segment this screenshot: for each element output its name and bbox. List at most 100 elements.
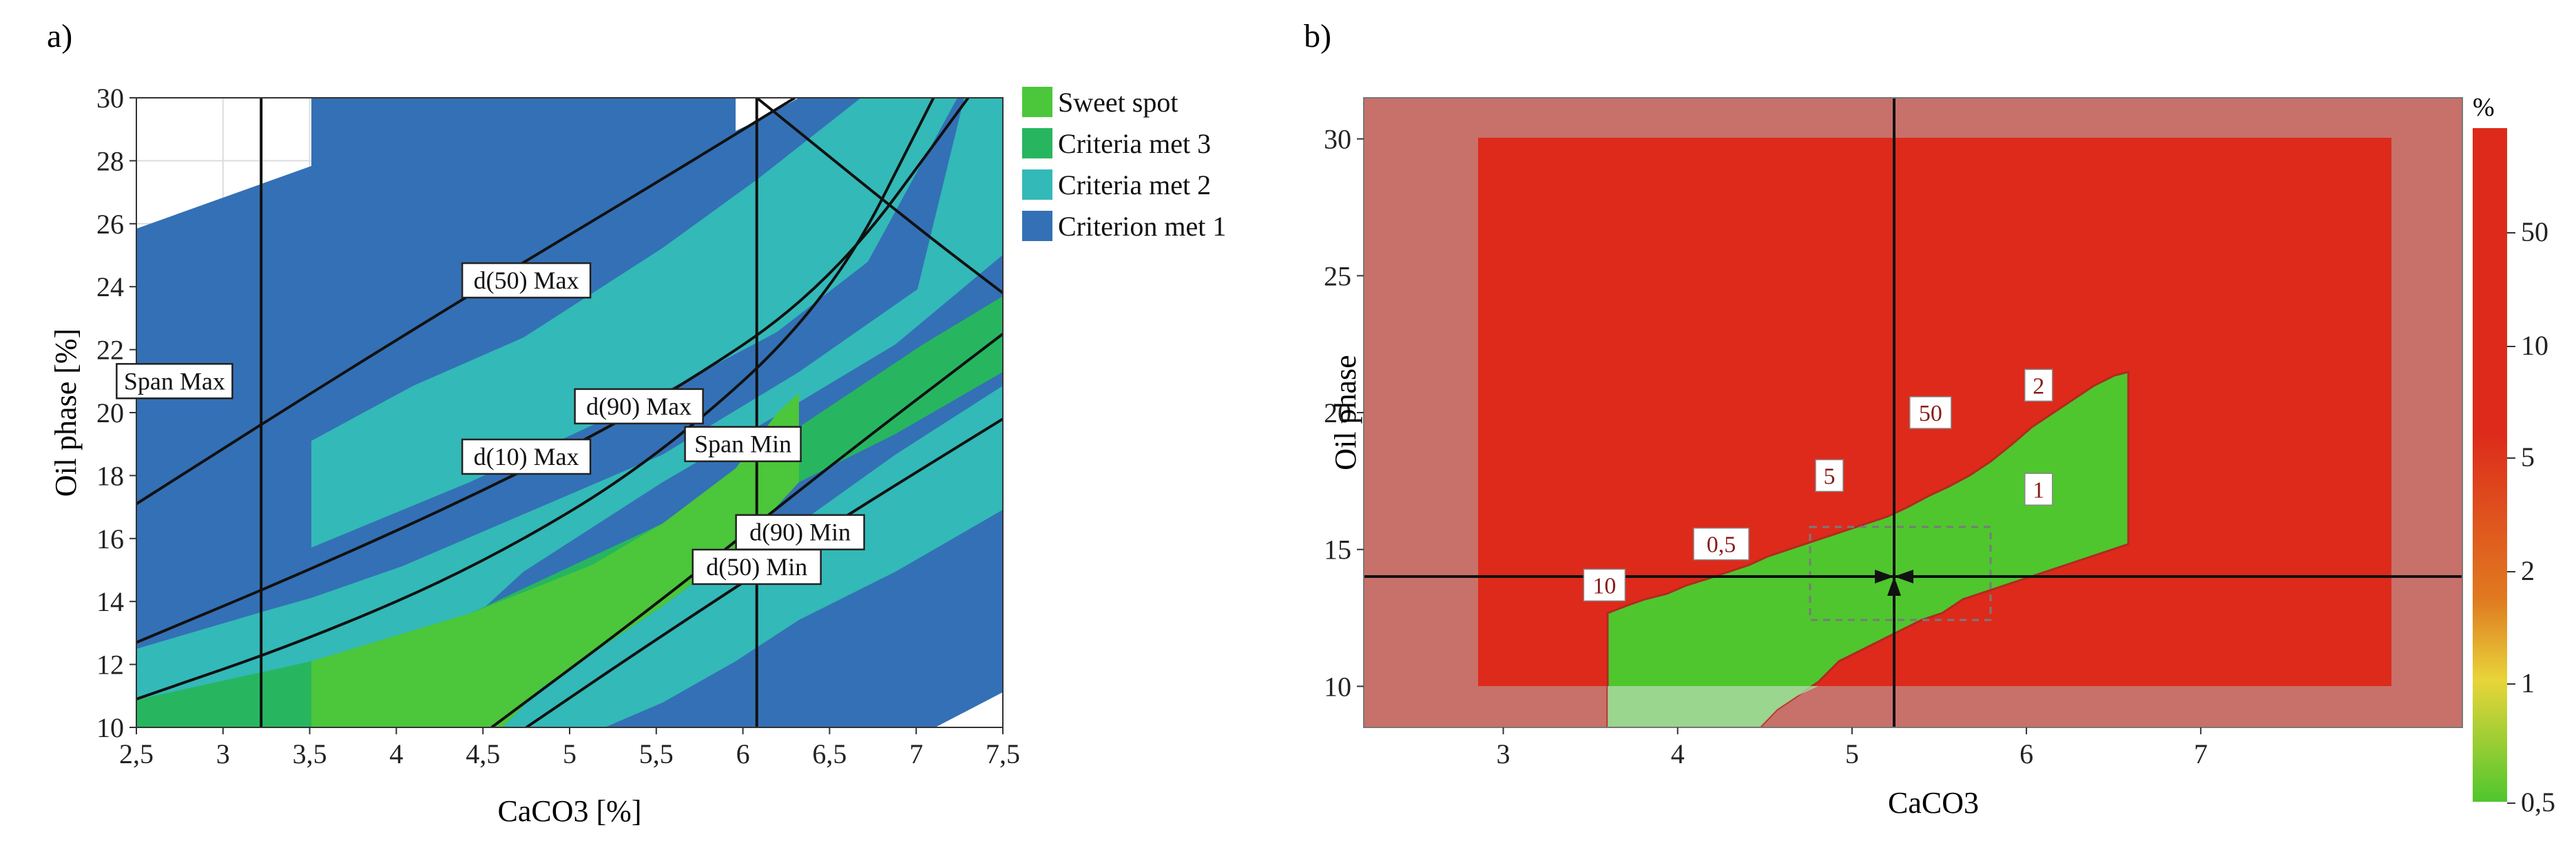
contour-label: 10 bbox=[1583, 568, 1626, 602]
curve-label: Span Max bbox=[116, 363, 233, 400]
contour-label-box bbox=[2024, 369, 2053, 402]
a-x-tick-label: 3 bbox=[216, 738, 230, 769]
curve-label-text: d(90) Max bbox=[586, 393, 692, 420]
panel-a-x-axis-label: CaCO3 [%] bbox=[498, 794, 642, 828]
legend-swatch bbox=[1022, 87, 1052, 117]
curve-label: d(10) Max bbox=[461, 438, 592, 475]
curve-label: d(50) Max bbox=[461, 262, 592, 299]
contour-label: 1 bbox=[2024, 473, 2053, 506]
contour-label: 0,5 bbox=[1693, 527, 1749, 561]
region-criteria-met-3 bbox=[136, 296, 1003, 727]
curve-label-box bbox=[684, 426, 802, 462]
legend-label: Criterion met 1 bbox=[1058, 211, 1226, 242]
a-y-tick-label: 14 bbox=[96, 586, 124, 617]
a-x-tick-label: 6,5 bbox=[812, 738, 846, 769]
contour-label-box bbox=[1909, 396, 1952, 429]
panel-a-legend: Sweet spot Criteria met 3 Criteria met 2 Cr… bbox=[1022, 87, 1226, 242]
contour-label-box bbox=[1693, 527, 1749, 561]
panel-b-label: b) bbox=[1304, 18, 1331, 54]
a-y-tick-label: 26 bbox=[96, 209, 124, 240]
b-x-tick-label: 6 bbox=[2019, 738, 2033, 769]
a-x-tick-label: 3,5 bbox=[293, 738, 327, 769]
curve-d-10-max bbox=[136, 98, 935, 701]
a-y-tick-label: 10 bbox=[96, 712, 124, 743]
region-criteria-met-2 bbox=[136, 98, 1003, 727]
a-y-tick-label: 16 bbox=[96, 524, 124, 554]
panel-b-x-axis-label: CaCO3 bbox=[1888, 786, 1979, 820]
a-y-tick-label: 18 bbox=[96, 460, 124, 491]
curve-label: Span Min bbox=[684, 426, 802, 462]
contour-label-text: 0,5 bbox=[1707, 532, 1736, 558]
curve-label-text: Span Max bbox=[124, 367, 225, 395]
legend-swatch bbox=[1022, 128, 1052, 158]
a-x-tick-label: 4,5 bbox=[466, 738, 500, 769]
legend-label: Criteria met 2 bbox=[1058, 169, 1211, 200]
colorbar-tick-label: 10 bbox=[2521, 330, 2548, 361]
panel-a-regions bbox=[136, 98, 1003, 727]
curve-label: d(50) Min bbox=[692, 548, 822, 585]
contour-label-text: 1 bbox=[2033, 477, 2044, 503]
colorbar-unit: % bbox=[2473, 93, 2495, 122]
a-x-tick-label: 7 bbox=[909, 738, 923, 769]
a-y-tick-label: 12 bbox=[96, 650, 124, 681]
a-y-tick-label: 30 bbox=[96, 83, 124, 114]
b-y-tick-label: 25 bbox=[1324, 260, 1351, 291]
crosshair-arrow-left bbox=[1894, 570, 1913, 583]
colorbar-gradient bbox=[2473, 128, 2507, 802]
a-x-tick-label: 4 bbox=[389, 738, 403, 769]
a-x-tick-label: 5 bbox=[563, 738, 577, 769]
a-x-tick-label: 6 bbox=[736, 738, 750, 769]
contour-label-text: 50 bbox=[1919, 401, 1942, 426]
curve-d-10-max-upper bbox=[756, 98, 1003, 294]
contour-label-text: 2 bbox=[2033, 373, 2044, 399]
curve-label-box bbox=[692, 548, 822, 585]
curve-label-box bbox=[461, 438, 592, 475]
curve-label-box bbox=[735, 514, 865, 550]
contour-label-text: 5 bbox=[1823, 464, 1835, 489]
region-criteria-met-2-upper bbox=[311, 98, 957, 548]
panel-a: a) 2,5 3 3,5 4 4,5 5 5,5 6 6,5 7 7,5 10 12 14 16 18 20 22… bbox=[47, 18, 1226, 828]
contour-label-text: 10 bbox=[1592, 573, 1616, 599]
b-x-tick-label: 3 bbox=[1497, 738, 1510, 769]
curve-label-text: d(10) Max bbox=[474, 443, 579, 470]
panel-a-axis-ticks: 2,5 3 3,5 4 4,5 5 5,5 6 6,5 7 7,5 10 12 14 16 18 20 22 24 2… bbox=[96, 83, 1020, 769]
crosshair-arrow-right bbox=[1875, 570, 1894, 583]
curve-label-text: d(90) Min bbox=[749, 519, 851, 546]
panel-a-y-axis-label: Oil phase [%] bbox=[49, 329, 83, 497]
curve-label: d(90) Max bbox=[574, 388, 704, 425]
a-y-tick-label: 20 bbox=[96, 397, 124, 428]
colorbar-tick-label: 1 bbox=[2521, 667, 2535, 698]
curve-label: d(90) Min bbox=[735, 514, 865, 550]
legend-swatch bbox=[1022, 169, 1052, 200]
a-x-tick-label: 5,5 bbox=[639, 738, 674, 769]
colorbar-tick-label: 0,5 bbox=[2521, 787, 2555, 818]
curve-label-text: Span Min bbox=[694, 431, 791, 458]
curve-label-text: d(50) Max bbox=[474, 267, 579, 294]
a-y-tick-label: 28 bbox=[96, 145, 124, 176]
contour-label: 2 bbox=[2024, 369, 2053, 402]
panel-a-curve-labels: Span Max Span Min d(50) Max d(90) Max d(10) … bbox=[116, 262, 865, 585]
contour-label-box bbox=[1815, 459, 1844, 493]
panel-b-map: 10 0,5 5 50 2 1 bbox=[1364, 98, 2462, 727]
panel-b-contour-labels: 10 0,5 5 50 2 1 bbox=[1583, 369, 2053, 602]
a-x-tick-label: 7,5 bbox=[986, 738, 1020, 769]
lower-light-region bbox=[1608, 686, 1818, 727]
a-y-tick-label: 22 bbox=[96, 335, 124, 366]
legend-label: Criteria met 3 bbox=[1058, 128, 1211, 159]
curve-label-box bbox=[461, 262, 592, 299]
legend-swatch bbox=[1022, 211, 1052, 241]
failure-probability-low-region bbox=[1606, 371, 2130, 727]
region-none-bottom-right bbox=[935, 692, 1003, 727]
colorbar-tick-label: 5 bbox=[2521, 442, 2535, 473]
contour-label-box bbox=[2024, 473, 2053, 506]
design-space-box bbox=[1809, 526, 1992, 621]
panel-a-label: a) bbox=[47, 18, 72, 54]
b-y-tick-label: 15 bbox=[1324, 535, 1351, 566]
a-x-tick-label: 2,5 bbox=[119, 738, 154, 769]
curve-label-box bbox=[574, 388, 704, 425]
colorbar-tick-label: 2 bbox=[2521, 555, 2535, 586]
region-sweet-spot bbox=[311, 393, 799, 727]
